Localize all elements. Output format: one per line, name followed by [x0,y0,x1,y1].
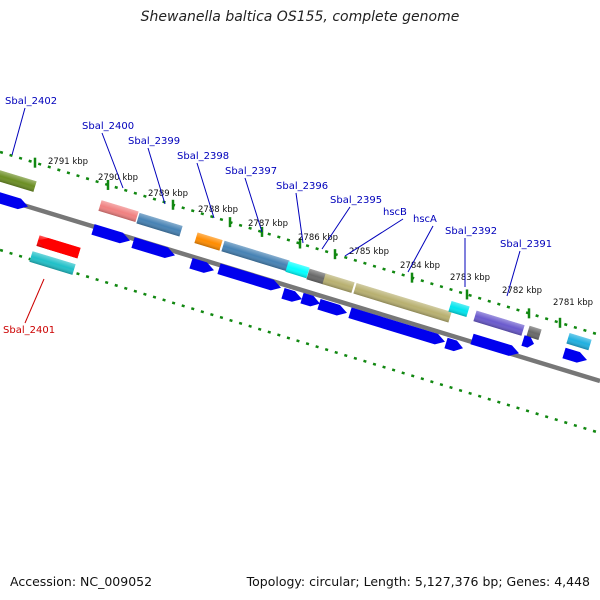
gene-label: Sbal_2399 [128,136,180,147]
tick-label: 2781 kbp [553,298,593,308]
inner-dotted-track [0,248,600,435]
gene-block-shade [473,310,525,336]
cds-arrow [444,337,464,352]
cds-arrow-shape [131,237,176,259]
cds-arrow-shape [91,224,131,244]
cds-arrow-shape [470,333,519,356]
accession-text: Accession: NC_009052 [10,574,153,589]
tick-label: 2783 kbp [450,273,490,283]
tick-label: 2784 kbp [400,261,440,271]
cds-arrow-shape [348,307,445,345]
tick-label: 2791 kbp [48,157,88,167]
tick-label: 2786 kbp [298,233,338,243]
gene-block-shade [566,332,592,351]
cds-arrow-shape [521,335,535,348]
gene-block-shade [322,273,355,293]
cds-arrow-shape [189,257,214,273]
tick-label: 2790 kbp [98,173,138,183]
cds-arrow [317,299,347,316]
cds-arrow-shape [300,292,321,307]
gene-block [353,283,452,323]
gene-label-leader [295,192,304,244]
cds-arrow-shape [562,347,587,363]
cds-arrow [348,307,445,345]
cds-arrow [470,333,519,356]
gene-label-leader [11,107,26,156]
gene-label-leader [506,250,521,297]
gene-block [285,261,310,279]
gene-label: hscA [413,214,437,225]
tick-label: 2785 kbp [349,247,389,257]
cds-arrow-shape [0,191,28,210]
gene-label-leader [196,162,215,219]
gene-block-shade [98,200,139,223]
gene-block-shade [285,261,310,279]
gene-block [322,273,355,293]
cds-arrow [131,237,176,259]
gene-label-leader [24,278,45,324]
cds-arrow-shape [281,288,302,302]
cds-arrow [91,224,131,244]
cds-arrow [281,288,302,302]
tick-label: 2788 kbp [198,205,238,215]
gene-label-leader [244,177,263,233]
gene-label: Sbal_2402 [5,96,57,107]
gene-block [448,300,470,318]
gene-label: Sbal_2395 [330,195,382,206]
gene-block [306,268,327,285]
gene-block [136,212,183,237]
tick-label: 2782 kbp [502,286,542,296]
cds-arrow [0,191,28,210]
gene-block-shade [353,283,452,323]
map-title: Shewanella baltica OS155, complete genom… [140,9,460,25]
gene-block [221,240,290,272]
cds-arrow-shape [444,337,464,352]
gene-block-shade [29,251,76,275]
gene-label-leader [101,132,124,189]
gene-label: Sbal_2400 [82,121,134,132]
cds-arrow-shape [317,299,347,316]
cds-arrow [300,292,321,307]
outer-dotted-track [0,150,600,337]
gene-block [98,200,139,223]
tick-label: 2787 kbp [248,219,288,229]
gene-block-shade [526,325,542,340]
cds-arrow [217,263,281,291]
gene-label: Sbal_2396 [276,181,328,192]
cds-arrow-shape [217,263,281,291]
gene-block-shade [306,268,327,285]
gene-label-leader [147,147,166,205]
gene-block-shade [221,240,290,272]
gene-block [526,325,542,340]
gene-block-shade [448,300,470,318]
gene-label: Sbal_2392 [445,226,497,237]
cds-arrow [189,257,214,273]
gene-block [29,251,76,275]
gene-label-leader [344,218,404,257]
tick-label: 2789 kbp [148,189,188,199]
gene-label-leader [407,225,434,273]
gene-block-shade [136,212,183,237]
gene-block [473,310,525,336]
gene-block-shade [194,232,223,251]
cds-arrow [562,347,587,363]
gene-label: Sbal_2398 [177,151,229,162]
gene-block [566,332,592,351]
gene-label: Sbal_2391 [500,239,552,250]
gene-label: Sbal_2397 [225,166,277,177]
gene-block-shade [0,169,37,192]
gene-label-leader [321,206,351,250]
gene-label: hscB [383,207,407,218]
gene-block [0,169,37,192]
cds-arrow-shape [38,237,81,259]
gene-block [194,232,223,251]
gene-label: Sbal_2401 [3,325,55,336]
cds-arrow [521,335,535,348]
genome-summary-text: Topology: circular; Length: 5,127,376 bp… [246,574,590,589]
cds-arrow [38,237,81,259]
